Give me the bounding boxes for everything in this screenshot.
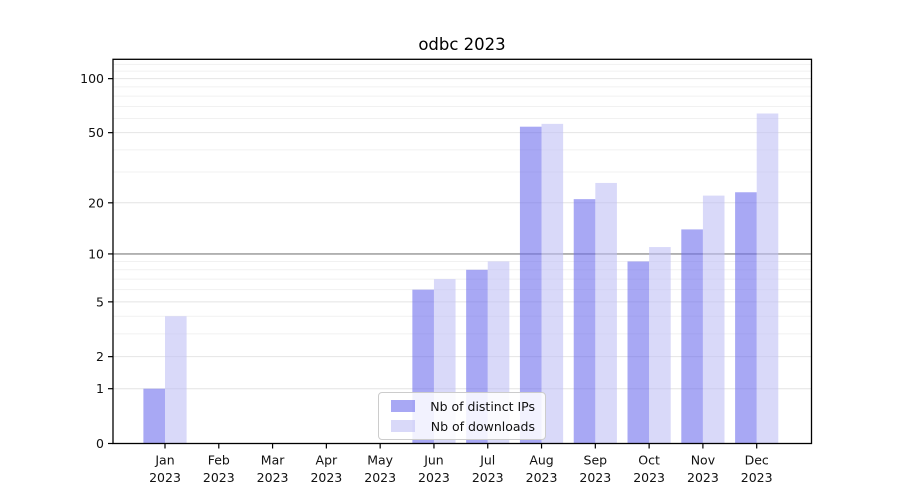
bar-nb-of-distinct-ips-aug-2023 xyxy=(519,126,542,444)
bar-nb-of-distinct-ips-dec-2023 xyxy=(735,192,757,444)
x-axis-tick-label-year: 2023 xyxy=(633,470,665,485)
bar-nb-of-distinct-ips-nov-2023 xyxy=(681,229,703,444)
x-axis-tick-label-year: 2023 xyxy=(364,470,396,485)
y-axis-tick-label: 100 xyxy=(80,71,104,86)
x-axis-tick-label-month: Jul xyxy=(479,453,495,468)
x-axis-tick-label-year: 2023 xyxy=(472,470,504,485)
bar-nb-of-downloads-aug-2023 xyxy=(541,123,564,444)
x-axis-tick-label-year: 2023 xyxy=(579,470,611,485)
bar-nb-of-downloads-dec-2023 xyxy=(756,113,779,444)
x-axis-tick-label-month: Nov xyxy=(691,453,716,468)
x-axis-tick-label-month: Mar xyxy=(261,453,285,468)
y-axis-tick-label: 20 xyxy=(88,195,104,210)
x-axis-tick-label-year: 2023 xyxy=(741,470,773,485)
y-axis-tick-label: 10 xyxy=(88,246,104,261)
legend-label-distinct-ips: Nb of distinct IPs xyxy=(430,398,535,414)
plot-frame xyxy=(112,58,813,445)
y-axis-tick-label: 5 xyxy=(96,294,104,309)
bar-nb-of-distinct-ips-jan-2023 xyxy=(143,388,165,444)
x-axis-tick-label-month: Dec xyxy=(745,453,769,468)
x-axis-tick-label-year: 2023 xyxy=(257,470,289,485)
y-axis-tick-label: 2 xyxy=(96,349,104,364)
x-axis-tick-label-month: Sep xyxy=(584,453,608,468)
y-axis-tick-label: 0 xyxy=(96,436,104,451)
x-axis-tick-label-year: 2023 xyxy=(526,470,558,485)
y-axis-tick-label: 1 xyxy=(96,381,104,396)
x-axis-tick-label-year: 2023 xyxy=(687,470,719,485)
bar-nb-of-distinct-ips-oct-2023 xyxy=(627,261,650,444)
x-axis-tick-label-year: 2023 xyxy=(149,470,181,485)
legend-label-downloads: Nb of downloads xyxy=(430,418,535,434)
legend-item-distinct-ips: Nb of distinct IPs xyxy=(391,397,535,415)
bar-nb-of-downloads-nov-2023 xyxy=(702,195,725,444)
x-axis-tick-label-month: Aug xyxy=(529,453,553,468)
bar-nb-of-distinct-ips-sep-2023 xyxy=(573,199,596,444)
legend-item-downloads: Nb of downloads xyxy=(391,417,535,435)
legend-swatch-downloads xyxy=(391,420,415,432)
legend-swatch-distinct-ips xyxy=(391,400,415,412)
x-axis-tick-label-month: Oct xyxy=(638,453,660,468)
bar-nb-of-downloads-jan-2023 xyxy=(165,316,187,444)
x-axis-tick-label-year: 2023 xyxy=(418,470,450,485)
x-axis-tick-label-month: Jun xyxy=(423,453,444,468)
bar-nb-of-downloads-sep-2023 xyxy=(595,182,617,444)
chart-title: odbc 2023 xyxy=(418,35,506,54)
x-axis-tick-label-month: May xyxy=(367,453,393,468)
bar-nb-of-downloads-oct-2023 xyxy=(649,247,671,444)
y-axis-tick-label: 50 xyxy=(88,125,104,140)
x-axis-tick-label-year: 2023 xyxy=(203,470,235,485)
x-axis-tick-label-year: 2023 xyxy=(310,470,342,485)
x-axis-tick-label-month: Feb xyxy=(208,453,230,468)
x-axis-tick-label-month: Jan xyxy=(154,453,174,468)
legend: Nb of distinct IPs Nb of downloads xyxy=(378,392,546,440)
x-axis-tick-label-month: Apr xyxy=(316,453,338,468)
